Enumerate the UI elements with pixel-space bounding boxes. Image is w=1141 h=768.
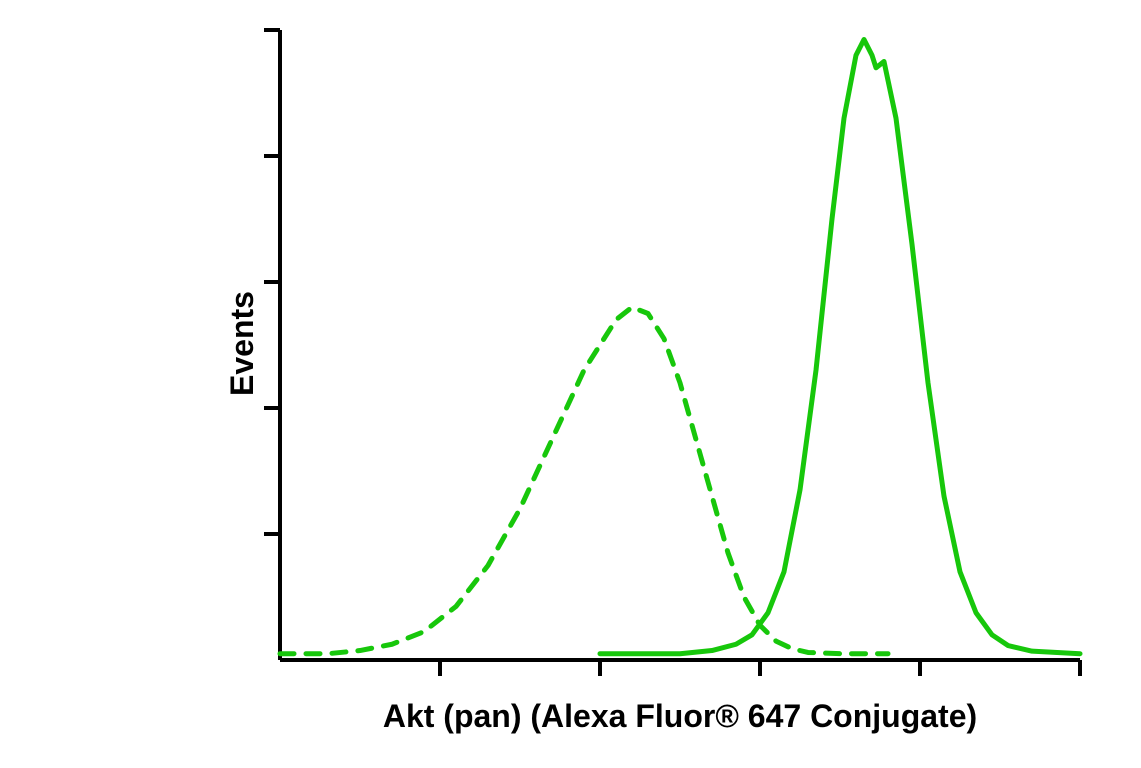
series-isotype-control <box>280 307 888 654</box>
x-axis-label: Akt (pan) (Alexa Fluor® 647 Conjugate) <box>280 698 1080 735</box>
y-axis-label: Events <box>224 291 261 396</box>
flow-histogram-plot <box>0 0 1141 768</box>
series-akt-pan-antibody <box>600 39 1080 653</box>
figure: Events Akt (pan) (Alexa Fluor® 647 Conju… <box>0 0 1141 768</box>
